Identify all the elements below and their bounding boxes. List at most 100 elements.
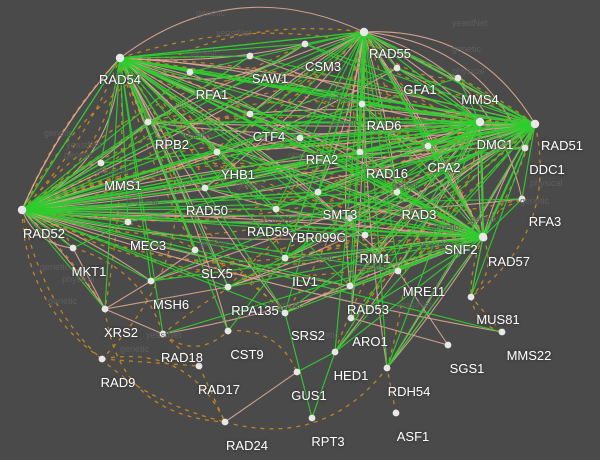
network-edge <box>21 209 286 314</box>
graph-node[interactable] <box>224 327 232 335</box>
network-edge <box>317 191 484 238</box>
graph-node[interactable] <box>195 362 203 370</box>
network-edge <box>427 121 481 147</box>
graph-node-label: RPA135 <box>231 303 279 318</box>
graph-node[interactable] <box>191 246 199 254</box>
graph-node[interactable] <box>358 100 366 108</box>
graph-node[interactable] <box>221 418 229 426</box>
network-edge <box>150 249 196 282</box>
graph-node[interactable] <box>159 330 167 338</box>
graph-node[interactable] <box>314 188 322 196</box>
graph-node-label: MKT1 <box>71 264 107 279</box>
network-edge <box>119 43 306 61</box>
network-edge <box>249 31 365 115</box>
network-edge <box>227 257 286 332</box>
network-edge <box>119 57 429 147</box>
graph-node[interactable] <box>383 364 391 372</box>
graph-node[interactable] <box>272 205 280 213</box>
graph-node[interactable] <box>346 282 354 290</box>
graph-node[interactable] <box>124 218 132 226</box>
graph-node[interactable] <box>97 159 105 167</box>
graph-node[interactable] <box>467 293 475 301</box>
graph-node-label: RPB2 <box>155 137 189 152</box>
network-edge <box>119 57 351 287</box>
graph-node[interactable] <box>356 148 364 156</box>
graph-node[interactable] <box>301 40 309 48</box>
graph-node-label: ARO1 <box>352 334 388 349</box>
network-edge <box>21 57 121 211</box>
network-edge <box>119 57 523 215</box>
graph-node[interactable] <box>308 414 316 422</box>
graph-node[interactable] <box>281 309 289 317</box>
graph-node[interactable] <box>224 283 232 291</box>
network-edge <box>21 209 484 277</box>
network-edge <box>317 121 481 193</box>
graph-node[interactable] <box>246 110 254 118</box>
graph-node[interactable] <box>115 53 125 63</box>
network-edge <box>284 31 366 314</box>
network-edge <box>363 31 398 69</box>
network-edge <box>21 209 351 219</box>
network-edge <box>189 31 365 73</box>
graph-node[interactable] <box>393 64 401 72</box>
graph-node[interactable] <box>98 355 106 363</box>
graph-node-label: CPA2 <box>427 160 461 175</box>
network-edge <box>363 31 481 123</box>
network-edge <box>284 31 365 314</box>
graph-node[interactable] <box>521 144 529 152</box>
graph-node-label: RPT3 <box>311 434 345 449</box>
graph-node[interactable] <box>475 117 485 127</box>
network-edge <box>21 147 526 211</box>
graph-node[interactable] <box>331 348 339 356</box>
graph-node[interactable] <box>144 118 152 126</box>
graph-node-label: RAD52 <box>23 226 65 241</box>
graph-node[interactable] <box>213 148 221 156</box>
network-edge <box>334 123 536 353</box>
graph-node[interactable] <box>394 267 402 275</box>
graph-node-label: SNF2 <box>444 242 478 257</box>
graph-node[interactable] <box>281 254 289 262</box>
graph-node[interactable] <box>201 184 209 192</box>
graph-node[interactable] <box>498 328 506 336</box>
network-edge <box>216 123 536 153</box>
graph-node[interactable] <box>186 68 194 76</box>
network-edge <box>119 57 286 259</box>
graph-node[interactable] <box>69 244 77 252</box>
graph-node[interactable] <box>480 234 488 242</box>
graph-node[interactable] <box>518 195 526 203</box>
network-edge <box>119 57 229 332</box>
network-edge <box>350 236 484 319</box>
network-edge <box>299 31 365 139</box>
network-edge <box>189 71 481 123</box>
network-edge <box>482 198 523 238</box>
network-edge <box>363 31 536 125</box>
network-edge <box>104 308 226 423</box>
graph-node[interactable] <box>246 52 254 60</box>
graph-node[interactable] <box>359 27 369 37</box>
network-edge <box>470 236 484 298</box>
graph-node[interactable] <box>393 188 401 196</box>
network-edge <box>334 123 536 353</box>
graph-node[interactable] <box>147 277 155 285</box>
graph-node[interactable] <box>454 74 462 82</box>
graph-node[interactable] <box>346 214 354 222</box>
graph-node[interactable] <box>17 205 27 215</box>
graph-node[interactable] <box>296 134 304 142</box>
network-edge <box>249 113 481 123</box>
network-edge <box>386 123 536 369</box>
graph-node[interactable] <box>444 341 452 349</box>
graph-node[interactable] <box>530 119 540 129</box>
graph-node[interactable] <box>101 305 109 313</box>
graph-node[interactable] <box>361 231 369 239</box>
network-edge <box>363 31 481 123</box>
graph-node-label: CST9 <box>230 347 264 362</box>
network-edge <box>21 209 106 310</box>
graph-node-label: RAD59 <box>247 224 289 239</box>
graph-node[interactable] <box>293 368 301 376</box>
network-edge <box>119 31 365 59</box>
graph-node[interactable] <box>424 142 432 150</box>
graph-node-label: RIM1 <box>359 251 391 266</box>
graph-node[interactable] <box>347 314 355 322</box>
graph-node[interactable] <box>392 409 400 417</box>
